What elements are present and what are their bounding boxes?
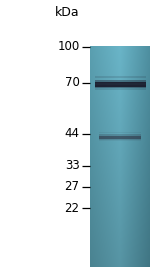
Text: 33: 33 — [65, 159, 80, 172]
Bar — [94, 88, 146, 91]
Bar — [94, 80, 146, 83]
Bar — [94, 76, 146, 78]
Bar — [99, 134, 141, 136]
Bar — [94, 85, 146, 88]
Text: kDa: kDa — [55, 6, 80, 18]
Bar — [99, 136, 141, 139]
Bar — [99, 132, 141, 133]
Bar — [99, 140, 141, 141]
Text: 70: 70 — [65, 76, 80, 89]
Text: 100: 100 — [57, 40, 80, 53]
Bar — [99, 137, 141, 140]
Text: 44: 44 — [64, 127, 80, 140]
Bar — [94, 82, 146, 87]
Text: 22: 22 — [64, 202, 80, 215]
Text: 27: 27 — [64, 180, 80, 193]
